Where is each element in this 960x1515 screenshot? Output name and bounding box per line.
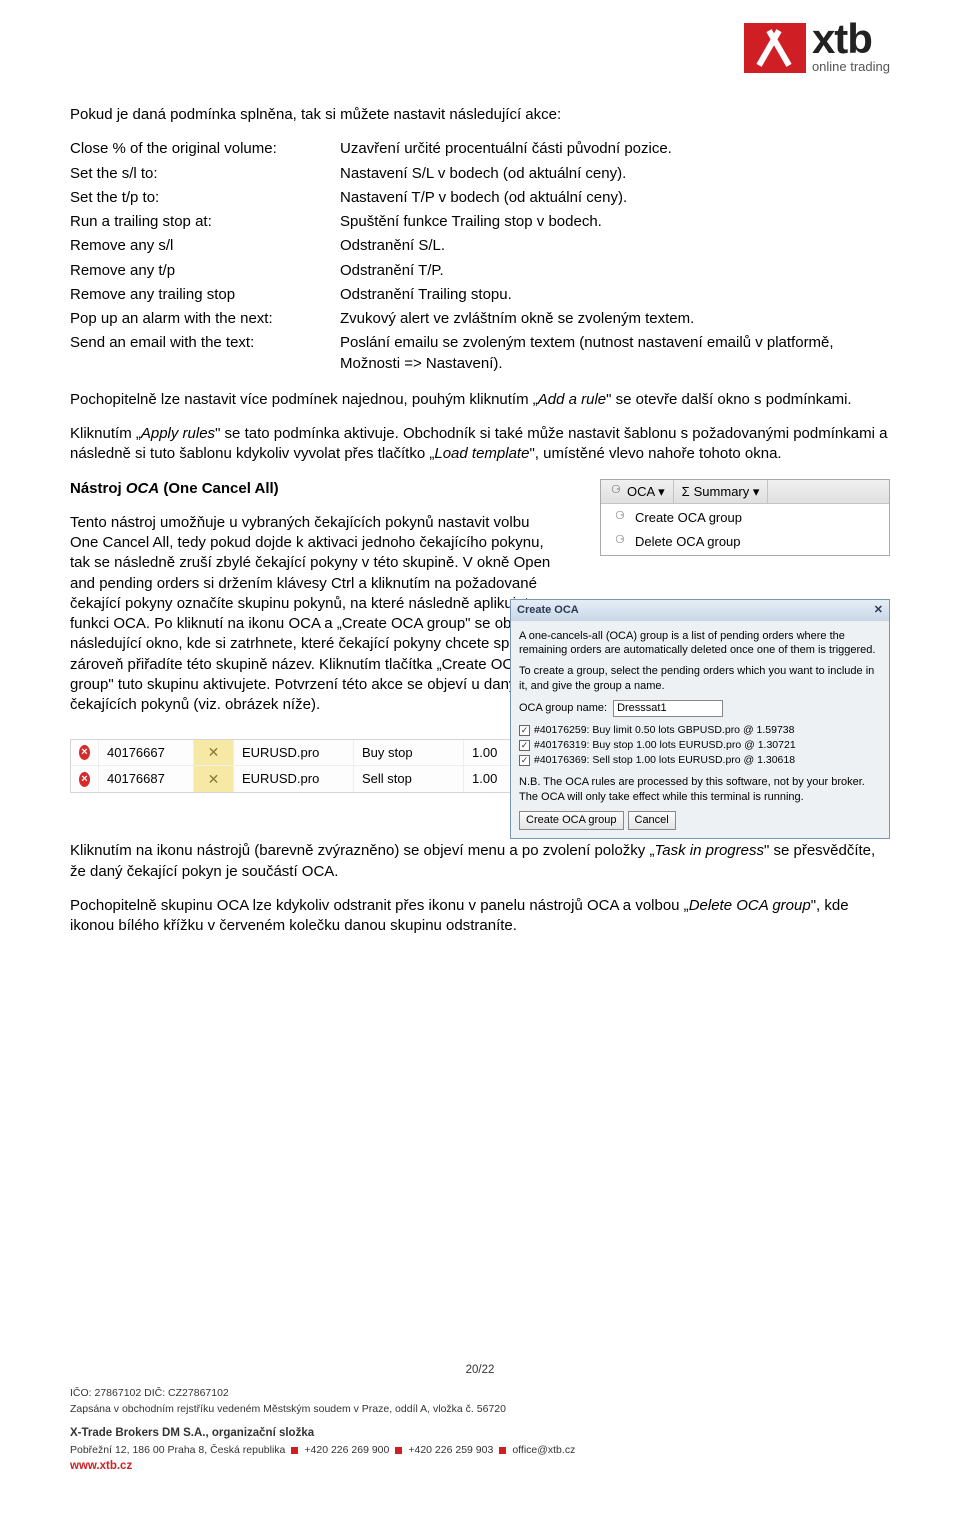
def-val: Odstranění Trailing stopu. [340,283,890,307]
tree-icon [613,536,627,548]
paragraph-task-in-progress: Kliknutím na ikonu nástrojů (barevně zvý… [70,841,890,882]
definitions-table: Close % of the original volume:Uzavření … [70,137,890,376]
dialog-title: Create OCA [517,603,579,618]
summary-tab[interactable]: Σ Summary ▾ [674,480,769,504]
logo-subtitle: online trading [812,58,890,76]
create-oca-group-button[interactable]: Create OCA group [519,811,624,830]
order-id: 40176667 [99,740,194,765]
def-key: Set the s/l to: [70,162,340,186]
cancel-button[interactable]: Cancel [628,811,676,830]
footer-phone-1: +420 226 269 900 [304,1443,389,1457]
table-row: × 40176667 ✕ EURUSD.pro Buy stop 1.00 [71,740,559,766]
close-order-icon[interactable]: × [79,772,90,787]
order-id: 40176687 [99,766,194,792]
def-key: Remove any t/p [70,259,340,283]
pending-orders-grid: × 40176667 ✕ EURUSD.pro Buy stop 1.00 × … [70,739,560,793]
paragraph-apply-rules: Kliknutím „Apply rules" se tato podmínka… [70,424,890,465]
create-oca-group-item[interactable]: Create OCA group [601,506,889,530]
footer-address: Pobřežní 12, 186 00 Praha 8, Česká repub… [70,1443,285,1457]
intro-text: Pokud je daná podmínka splněna, tak si m… [70,105,890,125]
dialog-desc-1: A one-cancels-all (OCA) group is a list … [519,629,881,659]
footer-url: www.xtb.cz [70,1459,890,1475]
def-val: Spuštění funkce Trailing stop v bodech. [340,210,890,234]
order-type: Sell stop [354,766,464,792]
def-val: Zvukový alert ve zvláštním okně se zvole… [340,307,890,331]
def-val: Poslání emailu se zvoleným textem (nutno… [340,331,890,376]
logo-text: xtb [812,20,890,58]
def-key: Remove any s/l [70,234,340,258]
paragraph-add-rule: Pochopitelně lze nastavit více podmínek … [70,390,890,410]
def-key: Run a trailing stop at: [70,210,340,234]
close-icon[interactable]: ✕ [874,603,883,618]
brand-logo: xtb online trading [744,20,890,75]
checkbox-icon[interactable]: ✓ [519,725,530,736]
square-icon [395,1447,402,1454]
def-key: Set the t/p to: [70,186,340,210]
order-symbol: EURUSD.pro [234,766,354,792]
def-key: Remove any trailing stop [70,283,340,307]
order-symbol: EURUSD.pro [234,740,354,765]
square-icon [291,1447,298,1454]
dialog-desc-2: To create a group, select the pending or… [519,664,881,694]
tools-icon[interactable]: ✕ [208,743,220,762]
checkbox-icon[interactable]: ✓ [519,755,530,766]
tree-icon [613,512,627,524]
def-val: Nastavení T/P v bodech (od aktuální ceny… [340,186,890,210]
paragraph-delete-oca: Pochopitelně skupinu OCA lze kdykoliv od… [70,896,890,937]
tools-icon[interactable]: ✕ [208,770,220,789]
footer-company: X-Trade Brokers DM S.A., organizační slo… [70,1426,890,1442]
group-name-label: OCA group name: [519,701,607,716]
create-oca-dialog: Create OCA ✕ A one-cancels-all (OCA) gro… [510,599,890,839]
checkbox-icon[interactable]: ✓ [519,740,530,751]
logo-mark-icon [744,23,806,73]
page-footer: 20/22 IČO: 27867102 DIČ: CZ27867102 Zaps… [70,1363,890,1475]
close-order-icon[interactable]: × [79,745,90,760]
def-val: Odstranění S/L. [340,234,890,258]
tree-icon [609,486,623,498]
sigma-icon: Σ [682,483,690,501]
oca-description: Tento nástroj umožňuje u vybraných čekaj… [70,513,555,716]
group-name-input[interactable] [613,700,723,717]
order-type: Buy stop [354,740,464,765]
footer-email: office@xtb.cz [512,1443,575,1457]
oca-order-row[interactable]: ✓#40176319: Buy stop 1.00 lots EURUSD.pr… [519,738,881,752]
page-number: 20/22 [70,1363,890,1379]
def-key: Send an email with the text: [70,331,340,376]
oca-order-row[interactable]: ✓#40176369: Sell stop 1.00 lots EURUSD.p… [519,753,881,767]
def-val: Nastavení S/L v bodech (od aktuální ceny… [340,162,890,186]
footer-reg: Zapsána v obchodním rejstříku vedeném Mě… [70,1402,890,1416]
oca-order-row[interactable]: ✓#40176259: Buy limit 0.50 lots GBPUSD.p… [519,723,881,737]
dialog-nb: N.B. The OCA rules are processed by this… [519,775,881,805]
delete-oca-group-item[interactable]: Delete OCA group [601,530,889,554]
oca-dropdown-menu: OCA ▾ Σ Summary ▾ Create OCA group Delet… [600,479,890,557]
table-row: × 40176687 ✕ EURUSD.pro Sell stop 1.00 [71,766,559,792]
def-val: Odstranění T/P. [340,259,890,283]
def-key: Close % of the original volume: [70,137,340,161]
square-icon [499,1447,506,1454]
def-val: Uzavření určité procentuální části původ… [340,137,890,161]
footer-phone-2: +420 226 259 903 [408,1443,493,1457]
oca-tab[interactable]: OCA ▾ [601,480,674,504]
def-key: Pop up an alarm with the next: [70,307,340,331]
footer-ico: IČO: 27867102 DIČ: CZ27867102 [70,1386,890,1400]
